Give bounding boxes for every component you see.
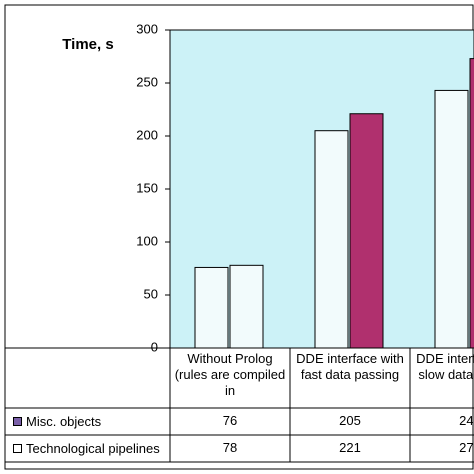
legend-icon	[13, 417, 22, 426]
legend-label: Technological pipelines	[26, 440, 160, 456]
bar	[469, 58, 474, 349]
y-tick-label: 0	[151, 339, 158, 354]
bar	[349, 113, 384, 349]
y-tick-label: 300	[136, 21, 158, 36]
table-value: 243	[459, 413, 474, 428]
y-axis-title: Time, s	[62, 36, 113, 53]
table-value: 78	[222, 440, 238, 455]
legend-label: Misc. objects	[26, 413, 102, 429]
table-value: 205	[339, 413, 361, 428]
y-tick-label: 250	[136, 74, 158, 89]
bar	[434, 89, 469, 349]
legend-entry: Technological pipelines	[5, 435, 170, 462]
table-value: 221	[339, 440, 361, 455]
y-tick-label: 200	[136, 127, 158, 142]
bar	[314, 130, 349, 349]
table-value: 76	[222, 413, 238, 428]
legend-icon	[13, 444, 22, 453]
y-tick-label: 50	[144, 286, 158, 301]
y-tick-label: 100	[136, 233, 158, 248]
y-tick-label: 150	[136, 180, 158, 195]
category-label: DDE interface with fast data passing	[296, 351, 404, 382]
category-label: DDE interface with slow data passing	[416, 351, 474, 382]
table-value: 273	[459, 440, 474, 455]
bar	[229, 264, 264, 349]
bar	[194, 266, 229, 349]
category-label: Without Prolog (rules are compiled in	[174, 351, 286, 398]
legend-entry: Misc. objects	[5, 408, 170, 435]
